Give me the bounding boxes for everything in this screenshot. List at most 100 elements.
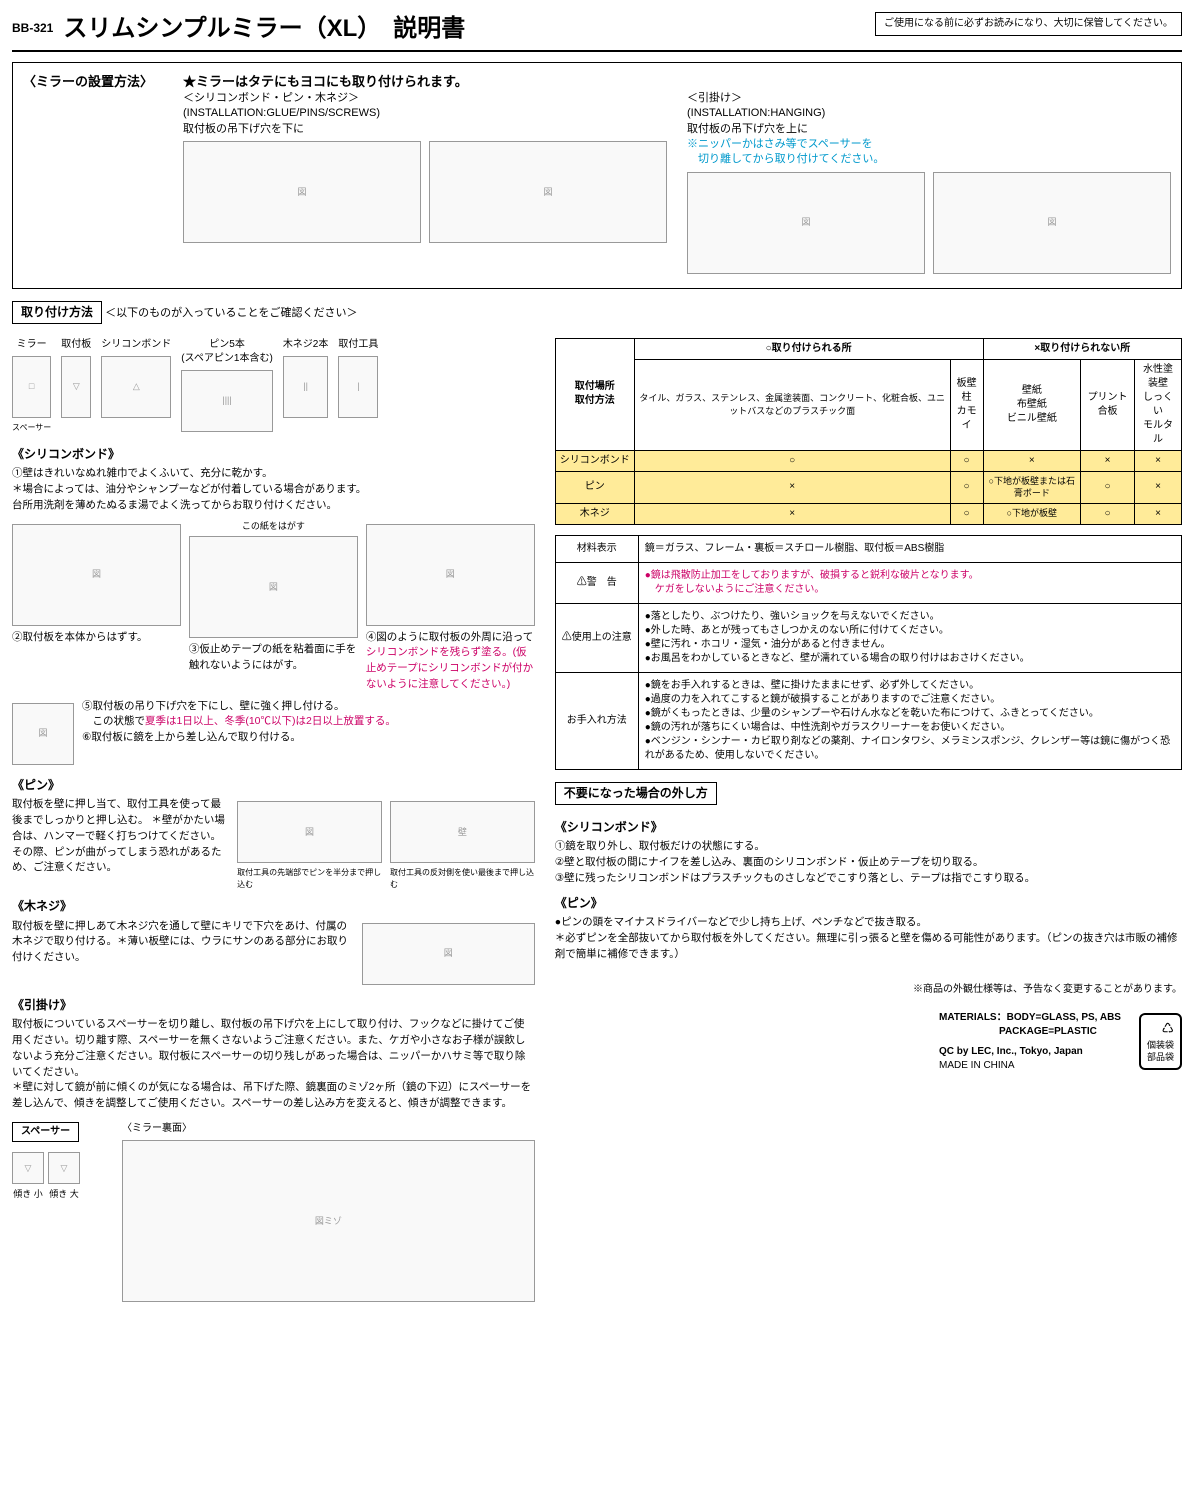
- care-text: ●鏡をお手入れするときは、壁に掛けたままにせず、必ず外してください。 ●過度の力…: [638, 672, 1181, 769]
- caution-text: ●落としたり、ぶつけたり、強いショックを与えないでください。 ●外した時、あとが…: [638, 603, 1181, 672]
- cell: ×: [1135, 471, 1182, 503]
- cell: ×: [1135, 503, 1182, 524]
- cell: ×: [1135, 450, 1182, 471]
- tilt-small: 傾き 小: [13, 1189, 43, 1199]
- spacer-diagram: ▽: [48, 1152, 80, 1184]
- silicone-step1: ①壁はきれいなぬれ雑巾でよくふいて、充分に乾かす。 ＊場合によっては、油分やシャ…: [12, 466, 535, 513]
- step-diagram: 図: [12, 524, 181, 626]
- footer-made: MADE IN CHINA: [939, 1059, 1121, 1073]
- step3-caption: ③仮止めテープの紙を粘着面に手を触れないようにはがす。: [189, 642, 358, 674]
- product-code: BB-321: [12, 12, 53, 37]
- cell: ○: [950, 471, 983, 503]
- part-label: シリコンボンド: [101, 338, 171, 352]
- glue-en: (INSTALLATION:GLUE/PINS/SCREWS): [183, 106, 667, 121]
- recycle-label: 個装袋 部品袋: [1147, 1040, 1174, 1063]
- col-label: プリント合板: [1081, 359, 1135, 450]
- col-label: 板壁 柱 カモイ: [950, 359, 983, 450]
- col-label: 水性塗装壁 しっくい モルタル: [1135, 359, 1182, 450]
- cell: ×: [983, 450, 1081, 471]
- recycle-icon: ♺個装袋 部品袋: [1139, 1013, 1182, 1070]
- cell: ○: [1081, 503, 1135, 524]
- info-table: 材料表示鏡＝ガラス、フレーム・裏板＝スチロール樹脂、取付板＝ABS樹脂 ⚠警 告…: [555, 535, 1182, 770]
- row-name: シリコンボンド: [555, 450, 634, 471]
- header-note: ご使用になる前に必ずお読みになり、大切に保管してください。: [875, 12, 1182, 36]
- step3-label: この紙をはがす: [189, 520, 358, 533]
- spacer-heading: スペーサー: [12, 1122, 79, 1142]
- hang-en: (INSTALLATION:HANGING): [687, 106, 1171, 121]
- part-label: 木ネジ2本: [283, 338, 329, 352]
- install-diagram: 図: [933, 172, 1171, 274]
- method-sub: ＜以下のものが入っていることをご確認ください＞: [105, 307, 357, 319]
- step5-warning: 夏季は1日以上、冬季(10℃以下)は2日以上放置する。: [145, 715, 396, 727]
- remove-silicone-t: ①鏡を取り外し、取付板だけの状態にする。 ②壁と取付板の間にナイフを差し込み、裏…: [555, 839, 1182, 886]
- warning-label: ⚠警 告: [555, 562, 638, 603]
- remove-heading: 不要になった場合の外し方: [555, 782, 717, 805]
- footer-materials: MATERIALS：BODY=GLASS, PS, ABS PACKAGE=PL…: [939, 1011, 1121, 1039]
- loc-hdr: 取付場所: [575, 381, 615, 392]
- material-label: 材料表示: [555, 535, 638, 562]
- cell: ×: [1081, 450, 1135, 471]
- location-table: 取付場所取付方法 ○取り付けられる所 ×取り付けられない所 タイル、ガラス、ステ…: [555, 338, 1182, 525]
- step6-text: ⑥取付板に鏡を上から差し込んで取り付ける。: [82, 731, 301, 743]
- warning-text: ●鏡は飛散防止加工をしておりますが、破損すると鋭利な破片となります。 ケガをしな…: [638, 562, 1181, 603]
- cell: ○: [950, 503, 983, 524]
- install-diagram: 図: [183, 141, 421, 243]
- material-text: 鏡＝ガラス、フレーム・裏板＝スチロール樹脂、取付板＝ABS樹脂: [638, 535, 1181, 562]
- caution-label: ⚠使用上の注意: [555, 603, 638, 672]
- parts-list: ミラー□スペーサー 取付板▽ シリコンボンド△ ピン5本 (スペアピン1本含む)…: [12, 338, 535, 436]
- install-diagram: 図: [429, 141, 667, 243]
- glue-heading: ＜シリコンボンド・ピン・木ネジ＞: [183, 91, 667, 106]
- row-name: ピン: [555, 471, 634, 503]
- groove-label: ミゾ: [324, 1215, 342, 1228]
- step4-caption: ④図のように取付板の外周に沿って: [366, 631, 533, 643]
- footer-note: ※商品の外観仕様等は、予告なく変更することがあります。: [555, 983, 1182, 997]
- part-label: 取付板: [61, 338, 91, 352]
- step-diagram: 図: [189, 536, 358, 638]
- hang-cyan-note: ※ニッパーかはさみ等でスペーサーを 切り離してから取り付けてください。: [687, 137, 1171, 168]
- pin-cap1: 取付工具の先端部でピンを半分まで押し込む: [237, 867, 382, 889]
- pin-text: 取付板を壁に押し当て、取付工具を使って最後までしっかりと押し込む。 ＊壁がかたい…: [12, 797, 229, 889]
- col-label: タイル、ガラス、ステンレス、金属塗装面、コンクリート、化粧合板、ユニットバスなど…: [634, 359, 950, 450]
- cell: ×: [634, 471, 950, 503]
- page-title: スリムシンプルミラー（XL） 説明書: [63, 12, 875, 46]
- pin-heading: 《ピン》: [12, 777, 535, 794]
- part-label: ミラー: [12, 338, 51, 352]
- care-label: お手入れ方法: [555, 672, 638, 769]
- cell: ○下地が板壁: [983, 503, 1081, 524]
- step2-caption: ②取付板を本体からはずす。: [12, 630, 181, 646]
- pin-diagram: 壁: [390, 801, 535, 863]
- part-label: 取付工具: [338, 338, 378, 352]
- col-label: 壁紙 布壁紙 ビニル壁紙: [983, 359, 1081, 450]
- hang-text: 取付板についているスペーサーを切り離し、取付板の吊下げ穴を上にして取り付け、フッ…: [12, 1017, 535, 1112]
- star-note: ★ミラーはタテにもヨコにも取り付けられます。: [183, 73, 1171, 91]
- remove-silicone-h: 《シリコンボンド》: [555, 819, 1182, 836]
- step-diagram: 図: [366, 524, 535, 626]
- part-label: ピン5本 (スペアピン1本含む): [181, 338, 273, 366]
- hang-heading: ＜引掛け＞: [687, 91, 1171, 106]
- step-diagram: 図: [12, 703, 74, 765]
- method-title: 取り付け方法: [12, 301, 102, 324]
- glue-note: 取付板の吊下げ穴を下に: [183, 122, 667, 137]
- screw-text: 取付板を壁に押しあて木ネジ穴を通して壁にキリで下穴をあけ、付属の木ネジで取り付け…: [12, 919, 354, 989]
- install-diagram: 図: [687, 172, 925, 274]
- install-section: 〈ミラーの設置方法〉 ★ミラーはタテにもヨコにも取り付けられます。 ＜シリコンボ…: [12, 62, 1182, 289]
- pin-diagram: 図: [237, 801, 382, 863]
- hang-note: 取付板の吊下げ穴を上に: [687, 122, 1171, 137]
- row-name: 木ネジ: [555, 503, 634, 524]
- hang-heading: 《引掛け》: [12, 997, 535, 1014]
- method-hdr: 取付方法: [575, 395, 615, 406]
- install-heading: 〈ミラーの設置方法〉: [23, 73, 153, 91]
- cell: ○: [1081, 471, 1135, 503]
- cell: ○: [950, 450, 983, 471]
- cell: ×: [634, 503, 950, 524]
- screw-diagram: 図: [362, 923, 535, 985]
- silicone-heading: 《シリコンボンド》: [12, 446, 535, 463]
- remove-pin-t: ●ピンの頭をマイナスドライバーなどで少し持ち上げ、ペンチなどで抜き取る。 ＊必ず…: [555, 915, 1182, 962]
- footer-qc: QC by LEC, Inc., Tokyo, Japan: [939, 1045, 1121, 1059]
- ng-header: ×取り付けられない所: [983, 338, 1181, 359]
- tilt-large: 傾き 大: [49, 1189, 79, 1199]
- spacer-label: スペーサー: [12, 422, 51, 433]
- step4-warning: シリコンボンドを残らず塗る。(仮止めテープにシリコンボンドが付かないように注意し…: [366, 646, 533, 690]
- mirror-back-label: 〈ミラー裏面〉: [122, 1122, 535, 1136]
- spacer-diagram: ▽: [12, 1152, 44, 1184]
